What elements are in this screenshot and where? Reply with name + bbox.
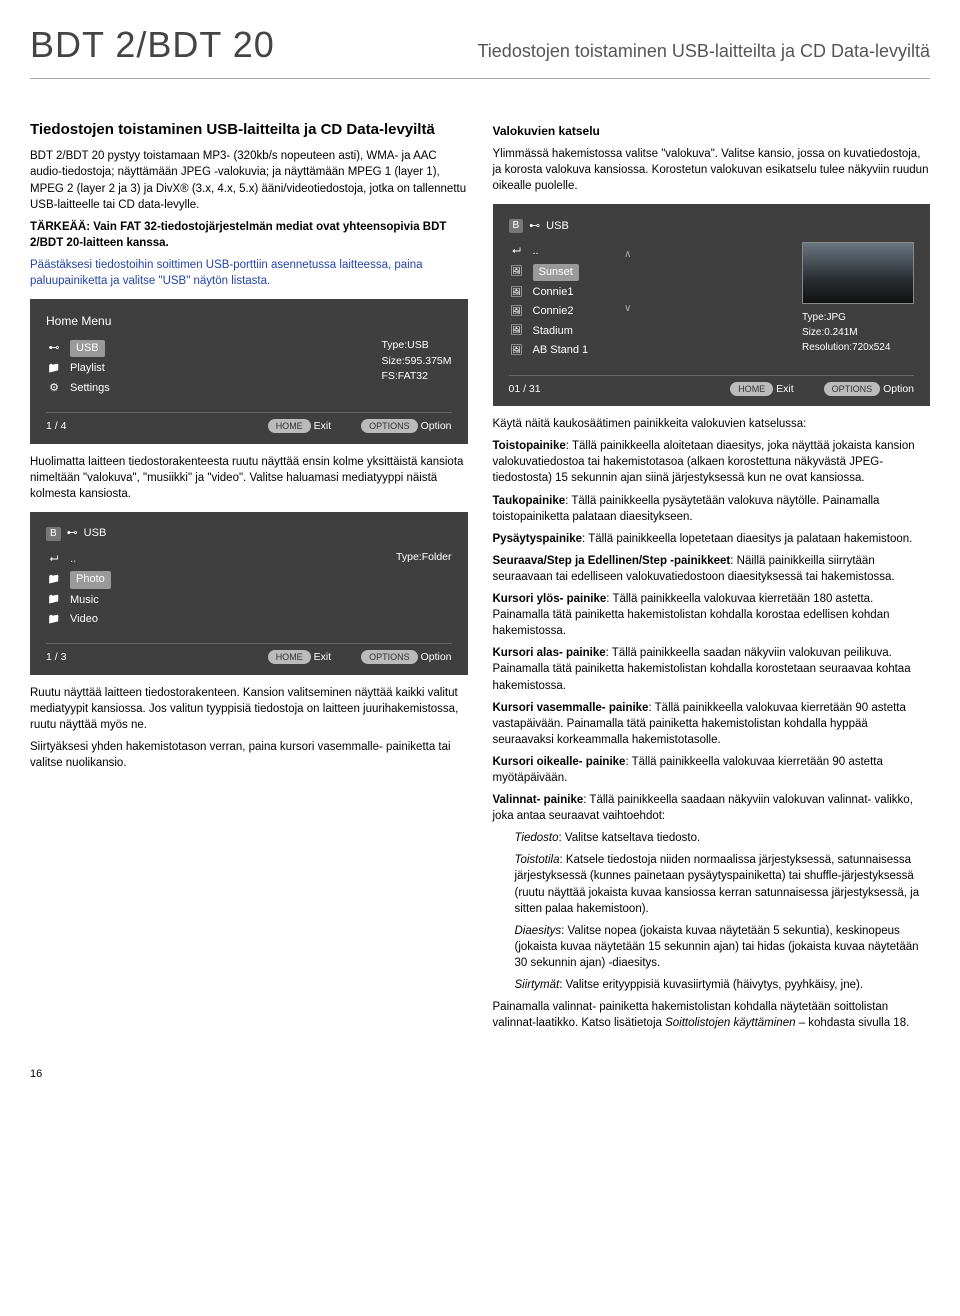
button-description: Taukopainike: Tällä painikkeella pysäyte… bbox=[493, 493, 931, 525]
folder-icon bbox=[46, 363, 62, 375]
folder-video[interactable]: Video bbox=[46, 610, 111, 629]
screen-title: B USB bbox=[509, 219, 569, 234]
screen-home-menu: Home Menu USB Playlist Settings bbox=[30, 299, 468, 444]
photo-item[interactable]: AB Stand 1 bbox=[509, 341, 589, 360]
screen-usb-folders: B USB .. Photo Music bbox=[30, 512, 468, 675]
folder-up[interactable]: .. bbox=[509, 242, 589, 261]
option-description: Diaesitys: Valitse nopea (jokaista kuvaa… bbox=[515, 923, 931, 971]
left-column: Tiedostojen toistaminen USB-laitteilta j… bbox=[30, 109, 468, 1037]
image-icon bbox=[509, 306, 525, 318]
right-column: Valokuvien katselu Ylimmässä hakemistoss… bbox=[493, 109, 931, 1037]
meta-info: Type:USB Size:595.375M FS:FAT32 bbox=[381, 338, 451, 385]
menu-item-playlist[interactable]: Playlist bbox=[46, 359, 110, 378]
page-title: Tiedostojen toistaminen USB-laitteilta j… bbox=[295, 39, 930, 64]
body-text: Painamalla valinnat- painiketta hakemist… bbox=[493, 999, 931, 1031]
subheading: Valokuvien katselu bbox=[493, 123, 931, 140]
home-pill[interactable]: HOME bbox=[730, 382, 773, 396]
image-icon bbox=[509, 345, 525, 357]
up-arrow-icon bbox=[46, 553, 62, 565]
button-description: Seuraava/Step ja Edellinen/Step -painikk… bbox=[493, 553, 931, 585]
option-description: Siirtymät: Valitse erityyppisiä kuvasiir… bbox=[515, 977, 931, 993]
image-icon bbox=[509, 325, 525, 337]
body-text: Huolimatta laitteen tiedostorakenteesta … bbox=[30, 454, 468, 502]
options-pill[interactable]: OPTIONS bbox=[361, 419, 418, 433]
page-count: 1 / 3 bbox=[46, 650, 66, 665]
menu-item-settings[interactable]: Settings bbox=[46, 379, 110, 398]
meta-info: Type:Folder bbox=[396, 550, 451, 566]
screen-title: Home Menu bbox=[46, 313, 452, 330]
button-description: Kursori ylös- painike: Tällä painikkeell… bbox=[493, 591, 931, 639]
model-name: BDT 2/BDT 20 bbox=[30, 20, 275, 70]
body-text-blue: Päästäksesi tiedostoihin soittimen USB-p… bbox=[30, 257, 468, 289]
page-count: 01 / 31 bbox=[509, 382, 541, 397]
folder-icon bbox=[46, 594, 62, 606]
meta-info: Type:JPG Size:0.241M Resolution:720x524 bbox=[802, 310, 890, 355]
button-description: Pysäytyspainike: Tällä painikkeella lope… bbox=[493, 531, 931, 547]
options-pill[interactable]: OPTIONS bbox=[824, 382, 881, 396]
gear-icon bbox=[46, 382, 62, 394]
photo-item[interactable]: Stadium bbox=[509, 322, 589, 341]
option-description: Toistotila: Katsele tiedostoja niiden no… bbox=[515, 852, 931, 916]
page-count: 1 / 4 bbox=[46, 419, 66, 434]
usb-icon bbox=[46, 343, 62, 355]
photo-item[interactable]: Connie1 bbox=[509, 283, 589, 302]
home-pill[interactable]: HOME bbox=[268, 419, 311, 433]
page-header: BDT 2/BDT 20 Tiedostojen toistaminen USB… bbox=[30, 20, 930, 79]
button-description: Toistopainike: Tällä painikkeella aloite… bbox=[493, 438, 931, 486]
option-description: Tiedosto: Valitse katseltava tiedosto. bbox=[515, 830, 931, 846]
page-number: 16 bbox=[30, 1067, 930, 1082]
folder-icon bbox=[46, 614, 62, 626]
important-note: TÄRKEÄÄ: Vain FAT 32-tiedostojärjestelmä… bbox=[30, 219, 468, 251]
photo-thumbnail bbox=[802, 242, 914, 304]
folder-photo[interactable]: Photo bbox=[46, 569, 111, 590]
screen-footer: 1 / 4 HOME Exit OPTIONS Option bbox=[46, 412, 452, 434]
body-text: Ruutu näyttää laitteen tiedostorakenteen… bbox=[30, 685, 468, 733]
body-text: Ylimmässä hakemistossa valitse "valokuva… bbox=[493, 146, 931, 194]
screen-footer: 1 / 3 HOME Exit OPTIONS Option bbox=[46, 643, 452, 665]
button-description: Kursori alas- painike: Tällä painikkeell… bbox=[493, 645, 931, 693]
body-text: Käytä näitä kaukosäätimen painikkeita va… bbox=[493, 416, 931, 432]
section-heading: Tiedostojen toistaminen USB-laitteilta j… bbox=[30, 119, 468, 140]
button-description: Kursori oikealle- painike: Tällä painikk… bbox=[493, 754, 931, 786]
folder-up[interactable]: .. bbox=[46, 550, 111, 569]
screen-title: B USB bbox=[46, 526, 106, 541]
menu-item-usb[interactable]: USB bbox=[46, 338, 110, 359]
screen-photo-browser: B USB .. Sunset Connie1 bbox=[493, 204, 931, 406]
folder-music[interactable]: Music bbox=[46, 591, 111, 610]
home-pill[interactable]: HOME bbox=[268, 650, 311, 664]
body-text: Siirtyäksesi yhden hakemistotason verran… bbox=[30, 739, 468, 771]
image-icon bbox=[509, 266, 525, 278]
button-description: Kursori vasemmalle- painike: Tällä paini… bbox=[493, 700, 931, 748]
options-pill[interactable]: OPTIONS bbox=[361, 650, 418, 664]
folder-icon bbox=[46, 574, 62, 586]
photo-item[interactable]: Connie2 bbox=[509, 302, 589, 321]
scroll-arrows[interactable]: ∧∨ bbox=[624, 242, 631, 316]
image-icon bbox=[509, 287, 525, 299]
screen-footer: 01 / 31 HOME Exit OPTIONS Option bbox=[509, 375, 915, 397]
body-text: BDT 2/BDT 20 pystyy toistamaan MP3- (320… bbox=[30, 148, 468, 212]
up-arrow-icon bbox=[509, 246, 525, 258]
photo-item[interactable]: Sunset bbox=[509, 262, 589, 283]
button-description: Valinnat- painike: Tällä painikkeella sa… bbox=[493, 792, 931, 824]
